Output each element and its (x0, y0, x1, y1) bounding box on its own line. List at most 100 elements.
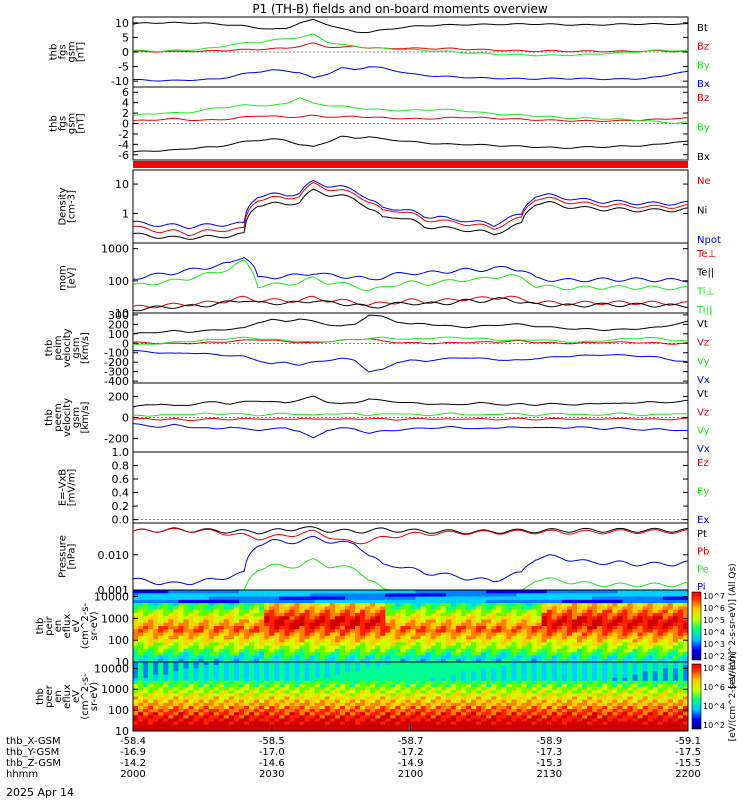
spectrogram-cell (329, 699, 336, 704)
spectrogram-cell (561, 629, 568, 633)
spectrogram-cell (425, 677, 432, 682)
spectrogram-cell (425, 668, 432, 672)
spectrogram-cell (279, 639, 285, 643)
spectrogram-cell (324, 626, 331, 630)
spectrogram-cell (460, 606, 467, 611)
spectrogram-cell (143, 616, 149, 620)
spectrogram-cell (556, 709, 563, 713)
spectrogram-cell (334, 612, 341, 617)
spectrogram-cell (370, 606, 376, 611)
spectrogram-cell (390, 642, 396, 647)
spectrogram-cell (143, 642, 149, 647)
y-tick-label: 0.6 (112, 473, 130, 486)
spectrogram-cell (440, 702, 447, 707)
spectrogram-cell (138, 690, 144, 694)
spectrogram-cell (385, 668, 391, 672)
spectrogram-cell (370, 635, 376, 640)
spectrogram-cell (153, 705, 159, 710)
spectrogram-cell (360, 632, 366, 637)
spectrogram-cell (592, 677, 598, 682)
spectrogram-cell (299, 612, 305, 617)
spectrogram-cell (667, 655, 674, 660)
spectrogram-cell (405, 648, 411, 653)
spectrogram-cell (390, 705, 396, 710)
spectrogram-cell (400, 629, 406, 633)
spectrogram-cell (566, 671, 573, 675)
spectrogram-cell (218, 606, 225, 611)
spectrogram-cell (304, 668, 310, 672)
spectrogram-cell (208, 648, 215, 653)
spectrogram-cell (365, 699, 371, 704)
spectrogram-cell (344, 712, 351, 716)
spectrogram-cell (385, 626, 391, 630)
spectrogram-cell (571, 671, 578, 675)
spectrogram-cell (571, 619, 578, 624)
spectrogram-cell (299, 724, 305, 729)
spectrogram-cell (511, 632, 517, 637)
spectrogram-cell (642, 616, 649, 620)
spectrogram-cell (183, 662, 189, 666)
spectrogram-cell (324, 674, 331, 679)
spectrogram-cell (163, 662, 169, 666)
spectrogram-cell (400, 658, 406, 663)
spectrogram-cell (617, 699, 623, 704)
spectrogram-cell (667, 632, 674, 637)
spectrogram-cell (556, 599, 563, 604)
spectrogram-cell (183, 632, 189, 637)
spectrogram-cell (334, 721, 341, 726)
spectrogram-cell (662, 622, 669, 627)
spectrogram-cell (627, 665, 633, 669)
spectrogram-cell (592, 668, 598, 672)
spectrogram-cell (309, 718, 316, 722)
spectrogram-cell (607, 590, 613, 594)
spectrogram-cell (647, 593, 654, 597)
spectrogram-cell (249, 635, 255, 640)
spectrogram-cell (390, 590, 396, 594)
series-line-By (132, 33, 688, 57)
spectrogram-cell (642, 658, 649, 663)
spectrogram-cell (365, 596, 371, 601)
spectrogram-cell (677, 596, 684, 601)
spectrogram-cell (526, 683, 532, 688)
spectrogram-cell (299, 639, 305, 643)
spectrogram-cell (637, 593, 643, 597)
spectrogram-cell (324, 705, 331, 710)
spectrogram-cell (587, 709, 593, 713)
spectrogram-cell (143, 674, 149, 679)
spectrogram-cell (415, 655, 421, 660)
y-tick-label: -6 (118, 149, 129, 162)
spectrogram-cell (334, 715, 341, 719)
spectrogram-cell (531, 677, 538, 682)
spectrogram-cell (334, 593, 341, 597)
spectrogram-cell (511, 662, 517, 666)
legend-entry: Ez (697, 458, 709, 469)
spectrogram-cell (637, 645, 643, 650)
spectrogram-cell (264, 658, 270, 663)
spectrogram-cell (466, 648, 472, 653)
spectrogram-cell (516, 635, 522, 640)
spectrogram-cell (158, 590, 164, 594)
spectrogram-cell (360, 705, 366, 710)
spectrogram-cell (355, 724, 361, 729)
spectrogram-cell (602, 655, 608, 660)
spectrogram-cell (667, 612, 674, 617)
spectrogram-cell (249, 674, 255, 679)
spectrogram-cell (238, 665, 245, 669)
spectrogram-cell (506, 616, 512, 620)
spectrogram-cell (587, 724, 593, 729)
spectrogram-cell (269, 665, 275, 669)
spectrogram-cell (329, 665, 336, 669)
spectrogram-cell (622, 668, 628, 672)
spectrogram-cell (536, 626, 543, 630)
spectrogram-cell (445, 696, 452, 701)
spectrogram-cell (334, 632, 341, 637)
spectrogram-cell (228, 622, 235, 627)
spectrogram-cell (546, 665, 553, 669)
spectrogram-cell (526, 619, 532, 624)
spectrogram-cell (582, 639, 588, 643)
spectrogram-cell (228, 721, 235, 726)
spectrogram-cell (425, 619, 432, 624)
y-axis-label: [mV/m] (67, 469, 78, 507)
spectrogram-cell (339, 619, 346, 624)
spectrogram-cell (233, 662, 240, 666)
